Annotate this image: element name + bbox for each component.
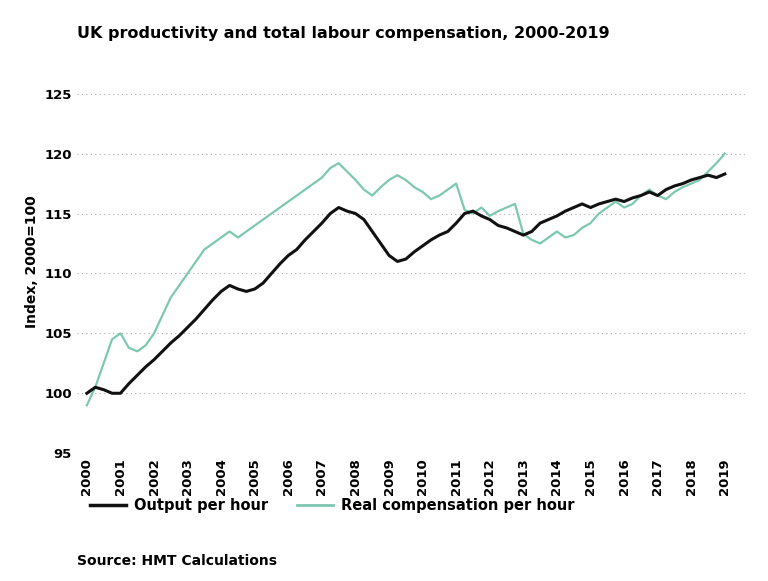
Legend: Output per hour, Real compensation per hour: Output per hour, Real compensation per h…	[84, 492, 580, 518]
Y-axis label: Index, 2000=100: Index, 2000=100	[25, 195, 38, 328]
Text: Source: HMT Calculations: Source: HMT Calculations	[77, 554, 276, 568]
Text: UK productivity and total labour compensation, 2000-2019: UK productivity and total labour compens…	[77, 26, 610, 41]
